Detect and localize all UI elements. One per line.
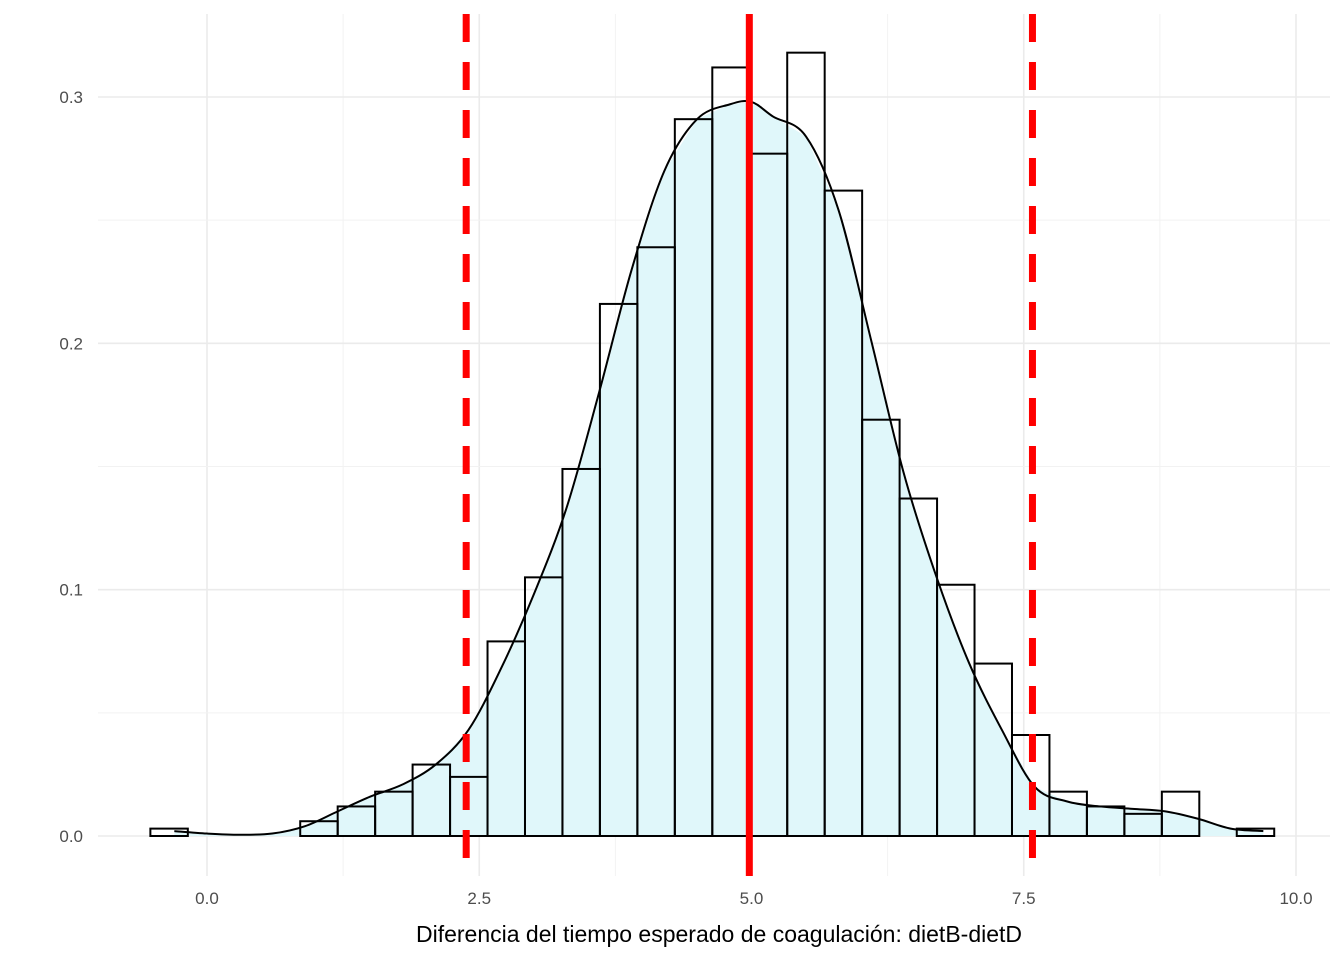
x-tick-label: 2.5 [467, 889, 491, 908]
density-curve [174, 100, 1264, 836]
y-tick-label: 0.2 [59, 334, 83, 353]
histogram-bar [1160, 790, 1201, 837]
y-tick-label: 0.1 [59, 581, 83, 600]
y-tick-label: 0.3 [59, 88, 83, 107]
tick-labels: 0.0 2.5 5.0 7.5 10.0 0.0 0.1 0.2 0.3 [59, 88, 1312, 908]
density-line-layer [174, 100, 1264, 836]
x-tick-label: 10.0 [1279, 889, 1312, 908]
histogram-bar [1235, 827, 1276, 837]
density-fill-layer [174, 101, 1264, 837]
y-tick-label: 0.0 [59, 827, 83, 846]
density-area [174, 101, 1264, 837]
x-tick-label: 5.0 [740, 889, 764, 908]
x-tick-label: 0.0 [195, 889, 219, 908]
reference-lines [462, 14, 1036, 876]
x-axis-title: Diferencia del tiempo esperado de coagul… [416, 921, 1022, 947]
histogram-bars [149, 51, 1276, 838]
x-tick-label: 7.5 [1012, 889, 1036, 908]
